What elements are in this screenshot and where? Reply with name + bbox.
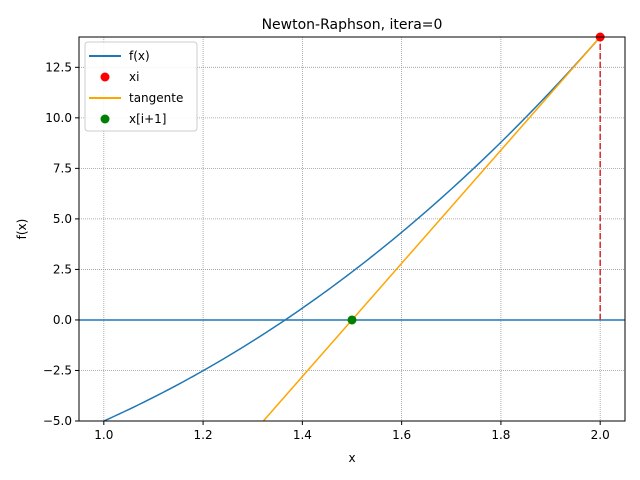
y-tick-label: −2.5	[43, 363, 72, 377]
y-tick-label: 5.0	[53, 212, 72, 226]
x-tick-label: 1.8	[491, 428, 510, 442]
x-ticks: 1.0 1.2 1.4 1.6 1.8 2.0	[94, 421, 610, 442]
legend-label-fx: f(x)	[129, 49, 150, 63]
y-axis-label: f(x)	[15, 219, 29, 240]
tangent-line	[262, 36, 601, 422]
y-tick-label: 2.5	[53, 262, 72, 276]
y-tick-label: −5.0	[43, 414, 72, 428]
legend-marker-xi-icon	[100, 72, 110, 82]
x-tick-label: 1.2	[194, 428, 213, 442]
legend-box	[84, 41, 198, 132]
chart-title: Newton-Raphson, itera=0	[262, 17, 443, 33]
y-tick-label: 7.5	[53, 161, 72, 175]
xnext-marker	[347, 315, 357, 325]
plot-area	[79, 32, 625, 422]
y-ticks: −5.0 −2.5 0.0 2.5 5.0 7.5 10.0 12.5	[43, 60, 79, 428]
legend-label-xnext: x[i+1]	[129, 112, 167, 126]
x-tick-label: 1.4	[293, 428, 312, 442]
legend-marker-xnext-icon	[100, 114, 110, 124]
legend-label-tangente: tangente	[129, 91, 183, 105]
y-tick-label: 10.0	[45, 111, 72, 125]
y-tick-label: 0.0	[53, 313, 72, 327]
x-axis-label: x	[348, 451, 355, 465]
axes-frame	[78, 36, 626, 422]
legend: f(x) xi tangente x[i+1]	[84, 41, 198, 132]
fx-curve	[103, 36, 601, 422]
x-tick-label: 2.0	[591, 428, 610, 442]
y-tick-label: 12.5	[45, 60, 72, 74]
x-tick-label: 1.6	[392, 428, 411, 442]
x-tick-label: 1.0	[94, 428, 113, 442]
legend-label-xi: xi	[129, 70, 139, 84]
